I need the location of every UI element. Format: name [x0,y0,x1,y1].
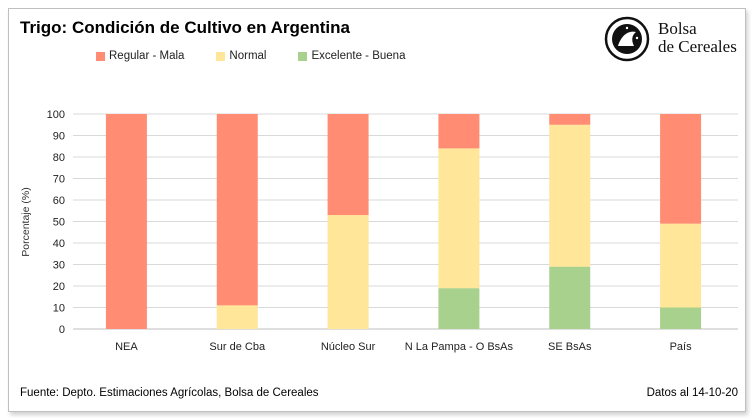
bar-segment [216,114,258,306]
y-tick-label: 90 [53,131,65,143]
x-tick-labels: NEA Sur de Cba Núcleo Sur N La Pampa - O Bs… [115,341,692,353]
bar-segment [660,307,702,329]
footer-source: Fuente: Depto. Estimaciones Agrícolas, B… [20,387,319,399]
bolsa-de-cereales-logo: Bolsa de Cereales [604,16,744,66]
x-tick-label: Sur de Cba [209,341,266,353]
legend-label: Normal [229,50,267,62]
x-tick-label: País [670,341,693,353]
bolsa-de-cereales-seal-icon [604,16,650,62]
legend-item: Normal [216,50,266,62]
bars [105,114,702,329]
footer-date: Datos al 14-10-20 [646,387,738,399]
y-tick-label: 100 [47,109,65,121]
y-tick-label: 80 [53,152,65,164]
y-tick-labels: 0 10 20 30 40 50 60 70 80 90 100 [47,109,65,336]
x-tick-label: SE BsAs [548,341,592,353]
legend-swatch [96,51,105,61]
bar-segment [438,148,480,289]
logo-line-1: Bolsa [658,19,697,38]
chart-title: Trigo: Condición de Cultivo en Argentina [20,18,350,37]
legend-label: Excelente - Buena [311,50,406,62]
x-tick-label: Núcleo Sur [321,341,376,353]
logo-text: Bolsa de Cereales [658,20,737,56]
y-tick-label: 40 [53,238,65,250]
bar-segment [438,114,480,149]
chart-legend: Regular - Mala Normal Excelente - Buena [96,50,437,62]
bar-segment [327,114,369,216]
legend-item: Regular - Mala [96,50,184,62]
logo-line-2: de Cereales [658,37,737,56]
bar-segment [216,305,258,329]
legend-swatch [216,51,226,61]
legend-label: Regular - Mala [109,50,185,62]
bar-segment [105,114,147,329]
y-tick-label: 20 [53,281,65,293]
grid-lines [73,113,738,330]
bar-segment [549,124,591,267]
legend-item: Excelente - Buena [298,50,405,62]
x-tick-label: N La Pampa - O BsAs [405,341,514,353]
y-tick-label: 60 [53,195,65,207]
bar-segment [660,114,702,224]
bar-segment [660,223,702,308]
y-tick-label: 50 [53,217,65,229]
bar-segment [549,114,591,125]
legend-swatch [298,51,308,61]
bar-segment [327,215,369,329]
y-axis-label: Porcentaje (%) [20,187,32,256]
bar-segment [438,288,480,329]
x-tick-label: NEA [115,341,138,353]
y-tick-label: 10 [53,303,65,315]
bar-segment [549,266,591,329]
y-tick-label: 0 [59,324,65,336]
y-tick-label: 30 [53,260,65,272]
y-tick-label: 70 [53,174,65,186]
